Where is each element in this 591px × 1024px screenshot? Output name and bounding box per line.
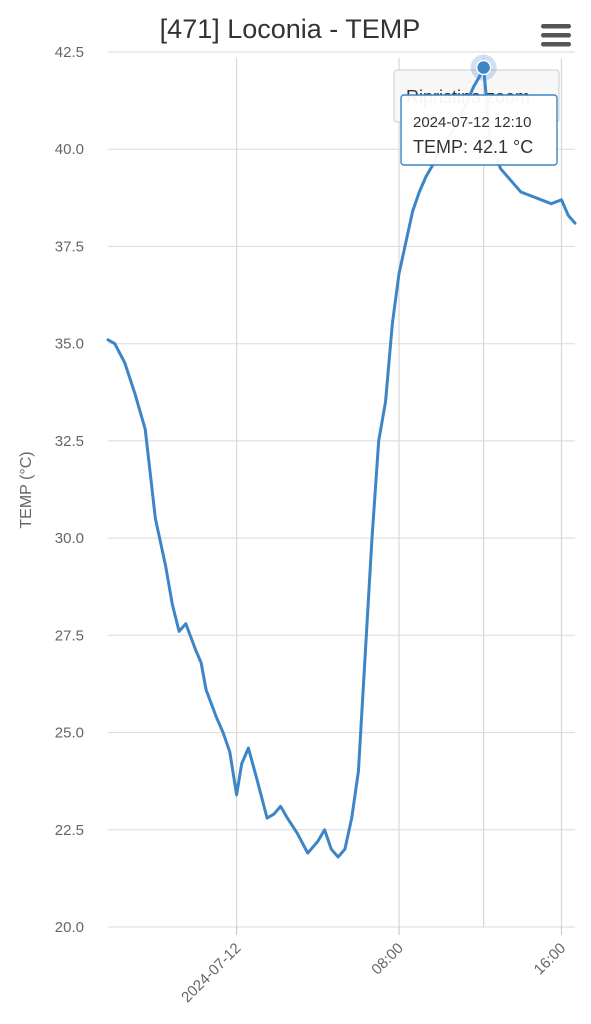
temp-series-line — [106, 66, 577, 859]
series-temp[interactable] — [106, 54, 577, 859]
x-tick-label: 08:00 — [368, 940, 407, 979]
y-tick-label: 27.5 — [55, 627, 84, 644]
hover-point-marker[interactable] — [475, 59, 492, 76]
x-tick-label: 16:00 — [531, 940, 570, 979]
grid — [108, 51, 575, 935]
y-tick-label: 40.0 — [55, 141, 84, 158]
y-tick-label: 35.0 — [55, 336, 84, 353]
y-tick-label: 32.5 — [55, 433, 84, 450]
y-tick-label: 22.5 — [55, 822, 84, 839]
tooltip-value: TEMP: 42.1 °C — [413, 137, 533, 157]
tooltip-date: 2024-07-12 12:10 — [413, 114, 531, 131]
y-axis-ticks: 20.0 22.5 25.0 27.5 30.0 32.5 35.0 37.5 40.0 42.5 — [55, 44, 84, 936]
y-axis-title: TEMP (°C) — [18, 451, 35, 528]
y-tick-label: 37.5 — [55, 238, 84, 255]
y-tick-label: 20.0 — [55, 919, 84, 936]
tooltip: 2024-07-12 12:10 TEMP: 42.1 °C — [400, 94, 558, 166]
chart-title: [471] Loconia - TEMP — [160, 14, 421, 44]
y-tick-label: 30.0 — [55, 530, 84, 547]
y-tick-label: 42.5 — [55, 44, 84, 61]
menu-icon[interactable] — [541, 24, 571, 47]
x-axis-ticks: 2024-07-12 08:00 16:00 — [178, 940, 569, 1006]
y-tick-label: 25.0 — [55, 725, 84, 742]
x-tick-label: 2024-07-12 — [178, 940, 244, 1006]
